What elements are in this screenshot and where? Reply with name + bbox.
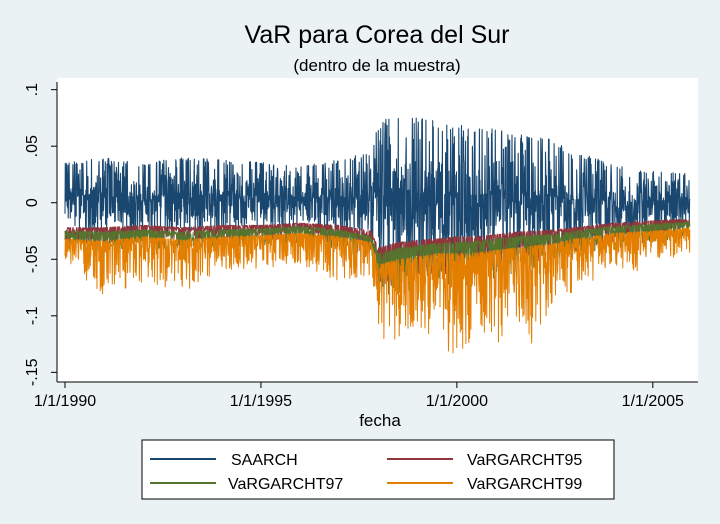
y-tick-label: .05 <box>24 135 41 157</box>
series-line-vargarcht99 <box>64 227 691 354</box>
x-tick-label: 1/1/1990 <box>34 393 96 410</box>
legend-label-vargarcht95: VaRGARCHT95 <box>467 452 582 469</box>
x-tick-label: 1/1/2005 <box>622 393 684 410</box>
x-axis-label: fecha <box>359 411 401 430</box>
chart-title: VaR para Corea del Sur <box>245 21 510 49</box>
y-tick-label: -.05 <box>24 245 41 273</box>
series-line-saarch <box>64 117 691 273</box>
chart-subtitle: (dentro de la muestra) <box>293 56 460 75</box>
x-axis-ticks: 1/1/1990 1/1/1995 1/1/2000 1/1/2005 <box>34 382 684 410</box>
legend-label-vargarcht99: VaRGARCHT99 <box>467 476 582 493</box>
y-tick-label: -.15 <box>24 358 41 386</box>
y-tick-label: .1 <box>24 83 41 96</box>
legend-label-saarch: SAARCH <box>231 452 298 469</box>
y-tick-label: 0 <box>24 198 41 207</box>
y-axis-ticks: .1 .05 0 -.05 -.1 -.15 <box>24 83 57 386</box>
legend-box <box>141 439 615 500</box>
y-tick-label: -.1 <box>24 306 41 325</box>
x-tick-label: 1/1/1995 <box>230 393 292 410</box>
legend: SAARCH VaRGARCHT95 VaRGARCHT97 VaRGARCHT99 <box>150 452 582 493</box>
x-tick-label: 1/1/2000 <box>426 393 488 410</box>
series-layer <box>64 117 691 354</box>
legend-label-vargarcht97: VaRGARCHT97 <box>228 476 343 493</box>
